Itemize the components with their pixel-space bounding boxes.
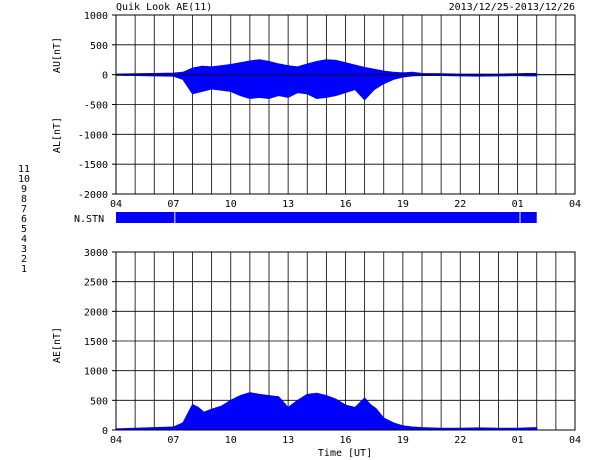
legend-item-7: 7 <box>21 204 27 215</box>
au-al-ytick-label: 1000 <box>84 11 108 22</box>
legend-item-4: 4 <box>21 234 27 245</box>
au-al-ytick-label: -500 <box>84 101 108 112</box>
ae-ytick-label: 1000 <box>84 367 108 378</box>
nstn-bar-segment <box>116 212 175 223</box>
au-al-xtick-label: 07 <box>167 199 179 210</box>
au-al-ytick-label: 0 <box>102 71 108 82</box>
legend-item-1: 1 <box>21 264 27 275</box>
ae-ytick-label: 2000 <box>84 307 108 318</box>
au-al-xtick-label: 13 <box>282 199 294 210</box>
ae-xtick-label: 16 <box>339 435 351 446</box>
au-al-xtick-label: 19 <box>397 199 409 210</box>
legend-item-6: 6 <box>21 214 27 225</box>
au-al-ytick-label: 500 <box>90 41 108 52</box>
au-al-xtick-label: 04 <box>569 199 581 210</box>
au-al-ytick-label: -2000 <box>78 190 108 201</box>
nstn-bar-segment <box>175 212 520 223</box>
au-al-xtick-label: 16 <box>339 199 351 210</box>
station-panel <box>116 212 537 223</box>
ae-ytick-label: 1500 <box>84 337 108 348</box>
ae-series-ae <box>115 392 538 431</box>
au-al-xtick-label: 01 <box>512 199 524 210</box>
ae-xtick-label: 22 <box>454 435 466 446</box>
ae-ytick-label: 0 <box>102 426 108 437</box>
date-range: 2013/12/25-2013/12/26 <box>449 2 575 13</box>
au-al-series-au <box>115 59 538 76</box>
ae-xtick-label: 04 <box>110 435 122 446</box>
nstn-label: N.STN <box>74 214 104 225</box>
au-al-xtick-label: 04 <box>110 199 122 210</box>
legend-item-8: 8 <box>21 194 27 205</box>
legend-item-10: 10 <box>18 174 30 185</box>
ae-xtick-label: 01 <box>512 435 524 446</box>
legend-item-5: 5 <box>21 224 27 235</box>
ae-ytick-label: 2500 <box>84 278 108 289</box>
au-al-series-al <box>115 74 538 101</box>
al-axis-label: AL[nT] <box>52 117 63 153</box>
nstn-bar-segment <box>520 212 537 223</box>
au-axis-label: AU[nT] <box>52 37 63 73</box>
au-al-xtick-label: 10 <box>225 199 237 210</box>
chart-title: Quik Look AE(11) <box>116 2 212 13</box>
ae-xtick-label: 19 <box>397 435 409 446</box>
ae-xtick-label: 04 <box>569 435 581 446</box>
ae-axis-label: AE[nT] <box>52 327 63 363</box>
au-al-ytick-label: -1500 <box>78 160 108 171</box>
legend-item-11: 11 <box>18 164 30 175</box>
au-al-ytick-label: -1000 <box>78 130 108 141</box>
ae-ytick-label: 500 <box>90 396 108 407</box>
ae-ytick-label: 3000 <box>84 248 108 259</box>
ae-xtick-label: 07 <box>167 435 179 446</box>
ae-xtick-label: 10 <box>225 435 237 446</box>
legend-item-9: 9 <box>21 184 27 195</box>
time-axis-label: Time [UT] <box>318 448 372 459</box>
legend-item-2: 2 <box>21 254 27 265</box>
au-al-xtick-label: 22 <box>454 199 466 210</box>
ae-xtick-label: 13 <box>282 435 294 446</box>
legend-item-3: 3 <box>21 244 27 255</box>
